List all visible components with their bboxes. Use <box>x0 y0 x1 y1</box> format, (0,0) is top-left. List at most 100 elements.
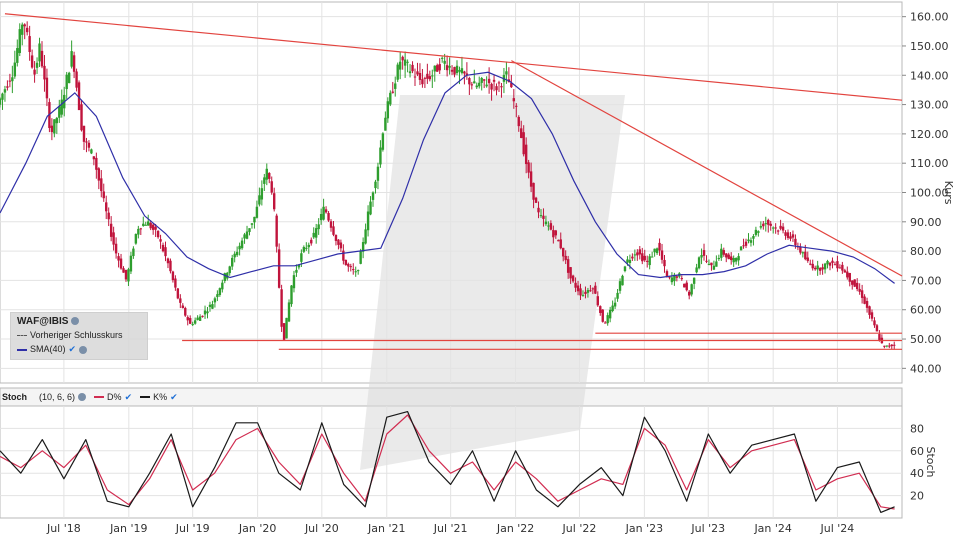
candle-body <box>500 86 503 88</box>
candle-body <box>818 268 822 271</box>
legend-entry-prev-close[interactable]: Vorheriger Schlusskurs <box>17 330 123 340</box>
candle-body <box>65 74 68 90</box>
candle-body <box>85 141 88 143</box>
candle-body <box>722 250 725 255</box>
candle-body <box>893 344 896 346</box>
x-tick-label: Jan '20 <box>238 522 276 535</box>
candle-body <box>361 242 365 252</box>
candle-body <box>811 263 814 269</box>
candle-body <box>438 64 441 71</box>
candle-body <box>189 318 192 324</box>
checkmark-icon[interactable]: ✔ <box>170 391 178 402</box>
candle-body <box>23 24 26 27</box>
candle-body <box>520 128 523 138</box>
candle-body <box>663 259 666 267</box>
candle-body <box>618 281 622 291</box>
candle-body <box>416 71 419 75</box>
candle-body <box>510 82 513 88</box>
candle-body <box>532 182 535 200</box>
price-axis-title: Kurs <box>942 181 955 205</box>
candle-body <box>443 60 446 64</box>
checkmark-icon[interactable]: ✔ <box>68 344 77 354</box>
legend-entry-k[interactable]: K% ✔ <box>140 392 178 403</box>
candle-body <box>744 241 748 246</box>
candle-body <box>25 27 29 33</box>
candle-body <box>169 260 172 272</box>
price-tick-label: 130.00 <box>910 99 949 112</box>
x-tick-label: Jul '23 <box>690 522 725 535</box>
candle-body <box>813 267 817 270</box>
candle-body <box>544 221 548 225</box>
candle-body <box>312 232 315 238</box>
x-tick-label: Jul '24 <box>820 522 855 535</box>
candle-body <box>675 276 679 278</box>
candle-body <box>327 213 330 221</box>
candle-body <box>324 209 328 213</box>
solid-line-swatch-icon <box>17 348 27 351</box>
candle-body <box>349 266 352 268</box>
candle-body <box>132 248 135 257</box>
candle-body <box>720 248 723 258</box>
candle-body <box>80 104 83 131</box>
candle-body <box>290 285 293 305</box>
settings-icon[interactable] <box>71 317 80 326</box>
candle-body <box>875 325 879 332</box>
candle-body <box>873 320 876 326</box>
candle-body <box>282 323 286 340</box>
candle-body <box>337 239 340 245</box>
candle-body <box>295 269 298 273</box>
legend-entry-d[interactable]: D% ✔ <box>94 392 132 403</box>
stoch-axis-title: Stoch <box>924 446 937 477</box>
candle-body <box>211 304 214 309</box>
candle-body <box>159 239 162 242</box>
candle-body <box>137 228 140 235</box>
candle-body <box>537 207 540 213</box>
candle-body <box>670 277 674 283</box>
candle-body <box>833 264 837 266</box>
candle-body <box>436 65 439 72</box>
settings-icon[interactable] <box>78 393 87 401</box>
candle-body <box>616 292 619 299</box>
candle-body <box>826 260 829 265</box>
candle-body <box>606 315 609 324</box>
symbol-label: WAF@IBIS <box>17 316 69 327</box>
settings-icon[interactable] <box>79 345 88 354</box>
stoch-params[interactable]: (10, 6, 6) <box>39 392 87 402</box>
candle-body <box>102 191 105 199</box>
candle-body <box>641 253 644 262</box>
candle-body <box>534 197 538 203</box>
candle-body <box>453 67 456 75</box>
candle-body <box>470 84 474 86</box>
candle-body <box>529 171 533 187</box>
candle-body <box>779 225 782 229</box>
checkmark-icon[interactable]: ✔ <box>124 391 133 402</box>
legend-entry-sma[interactable]: SMA(40) ✔ <box>17 344 88 355</box>
candle-body <box>186 317 189 321</box>
candle-body <box>250 223 254 225</box>
candle-body <box>166 258 170 264</box>
candle-body <box>497 82 501 84</box>
candle-body <box>836 261 839 269</box>
candle-body <box>868 306 871 315</box>
candle-body <box>149 222 152 229</box>
candle-body <box>611 305 614 312</box>
candle-body <box>512 98 516 102</box>
candle-body <box>848 273 851 282</box>
candle-body <box>13 62 17 77</box>
candle-body <box>841 264 844 271</box>
candle-body <box>50 125 54 133</box>
candles-group <box>0 21 896 350</box>
candle-body <box>82 125 86 142</box>
candle-body <box>329 221 333 228</box>
candle-body <box>359 250 362 264</box>
candle-body <box>11 77 14 82</box>
candle-body <box>40 50 44 67</box>
candle-body <box>468 78 471 85</box>
candle-body <box>757 231 760 233</box>
candle-body <box>92 156 96 160</box>
candle-body <box>97 168 101 181</box>
candle-body <box>28 36 31 53</box>
candle-body <box>307 244 310 248</box>
candle-body <box>725 253 728 258</box>
candle-body <box>584 291 587 294</box>
